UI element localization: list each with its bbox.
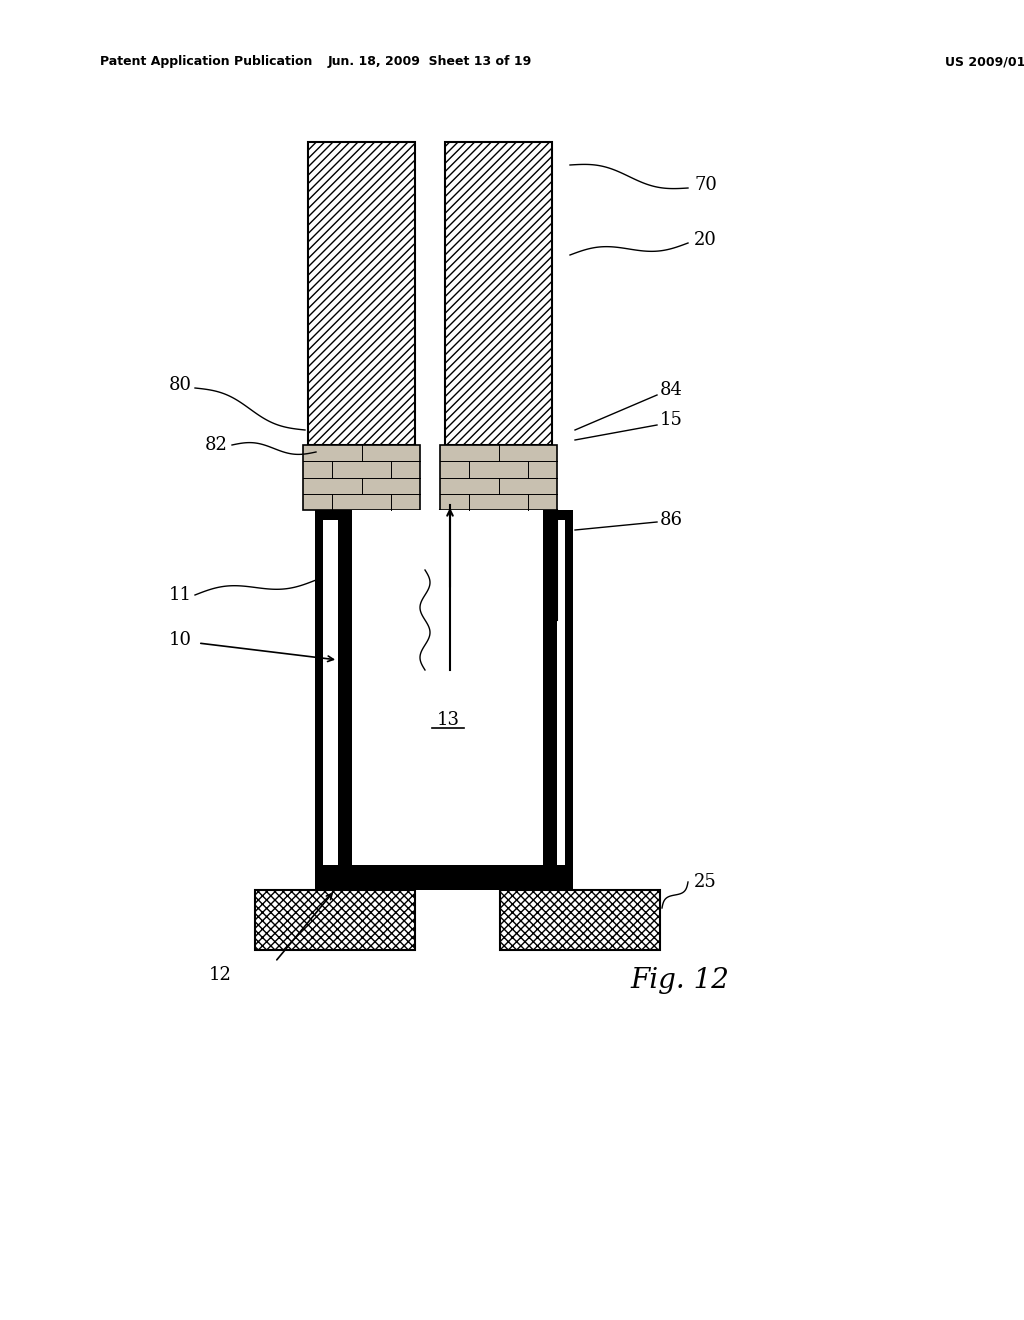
Text: 80: 80: [169, 376, 193, 393]
Text: 12: 12: [209, 966, 232, 983]
Text: 16: 16: [443, 651, 467, 669]
Bar: [500, 890, 660, 950]
Text: US 2009/0155490 A1: US 2009/0155490 A1: [945, 55, 1024, 69]
Bar: [315, 865, 573, 890]
Text: 25: 25: [694, 873, 717, 891]
Bar: [303, 445, 420, 510]
Bar: [543, 510, 557, 865]
Text: 70: 70: [694, 176, 717, 194]
Text: 13: 13: [436, 711, 460, 729]
Bar: [338, 510, 352, 865]
Bar: [308, 143, 415, 445]
Bar: [315, 510, 323, 865]
Bar: [352, 510, 543, 690]
Bar: [440, 510, 557, 620]
Bar: [315, 510, 352, 520]
Text: 14: 14: [385, 591, 408, 609]
Text: 86: 86: [660, 511, 683, 529]
Bar: [565, 510, 573, 865]
Bar: [255, 890, 415, 950]
Text: 15: 15: [660, 411, 683, 429]
Bar: [543, 510, 573, 520]
Text: 84: 84: [660, 381, 683, 399]
Bar: [445, 143, 552, 445]
Text: Jun. 18, 2009  Sheet 13 of 19: Jun. 18, 2009 Sheet 13 of 19: [328, 55, 532, 69]
Bar: [440, 445, 557, 510]
Text: Patent Application Publication: Patent Application Publication: [100, 55, 312, 69]
Text: 10: 10: [169, 631, 193, 649]
Text: 11: 11: [169, 586, 193, 605]
Text: 20: 20: [694, 231, 717, 249]
Text: Fig. 12: Fig. 12: [631, 966, 729, 994]
Text: 82: 82: [205, 436, 228, 454]
